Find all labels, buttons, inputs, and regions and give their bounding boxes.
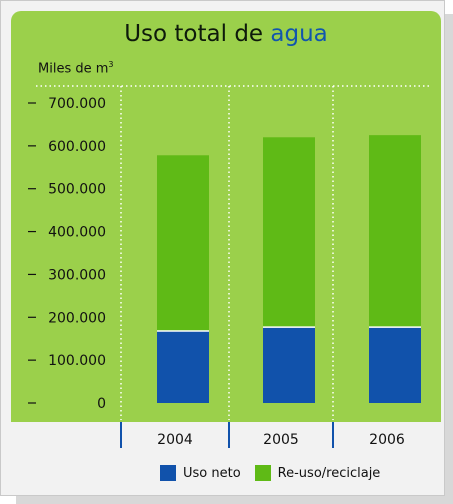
x-category-label: 2004 <box>157 432 193 448</box>
x-category-label: 2006 <box>369 432 405 448</box>
y-axis-label: Miles de m3 <box>38 60 113 76</box>
y-tick-label: 500.000 <box>48 182 106 198</box>
legend-item-reuso: Re-uso/reciclaje <box>254 465 381 481</box>
y-tick-label: 700.000 <box>48 96 106 112</box>
y-tick-label: 300.000 <box>48 267 106 283</box>
legend-item-uso-neto: Uso neto <box>160 465 241 481</box>
legend-label-uso-neto: Uso neto <box>183 465 241 481</box>
legend: Uso neto Re-uso/reciclaje <box>160 465 394 481</box>
x-category-label: 2005 <box>263 432 299 448</box>
y-tick-label: 200.000 <box>48 310 106 326</box>
y-axis-label-exponent: 3 <box>108 60 114 69</box>
bar-reuso-2005 <box>263 137 315 328</box>
legend-label-reuso: Re-uso/reciclaje <box>277 465 381 481</box>
bar-uso-neto-2004 <box>157 331 209 403</box>
legend-swatch-reuso <box>254 465 271 481</box>
bar-uso-neto-2005 <box>263 327 315 403</box>
y-tick-label: 100.000 <box>48 353 106 369</box>
title-accent: agua <box>270 21 328 47</box>
y-tick-label: 400.000 <box>48 225 106 241</box>
chart-title: Uso total de agua <box>11 11 441 56</box>
bar-reuso-2004 <box>157 155 209 331</box>
legend-swatch-uso-neto <box>160 465 176 481</box>
y-axis-label-text: Miles de m <box>38 61 109 77</box>
y-tick-label: 0 <box>97 396 106 412</box>
y-tick-label: 600.000 <box>48 139 106 155</box>
bar-uso-neto-2006 <box>369 327 421 403</box>
title-prefix: Uso total de <box>124 21 271 47</box>
bar-reuso-2006 <box>369 135 421 328</box>
